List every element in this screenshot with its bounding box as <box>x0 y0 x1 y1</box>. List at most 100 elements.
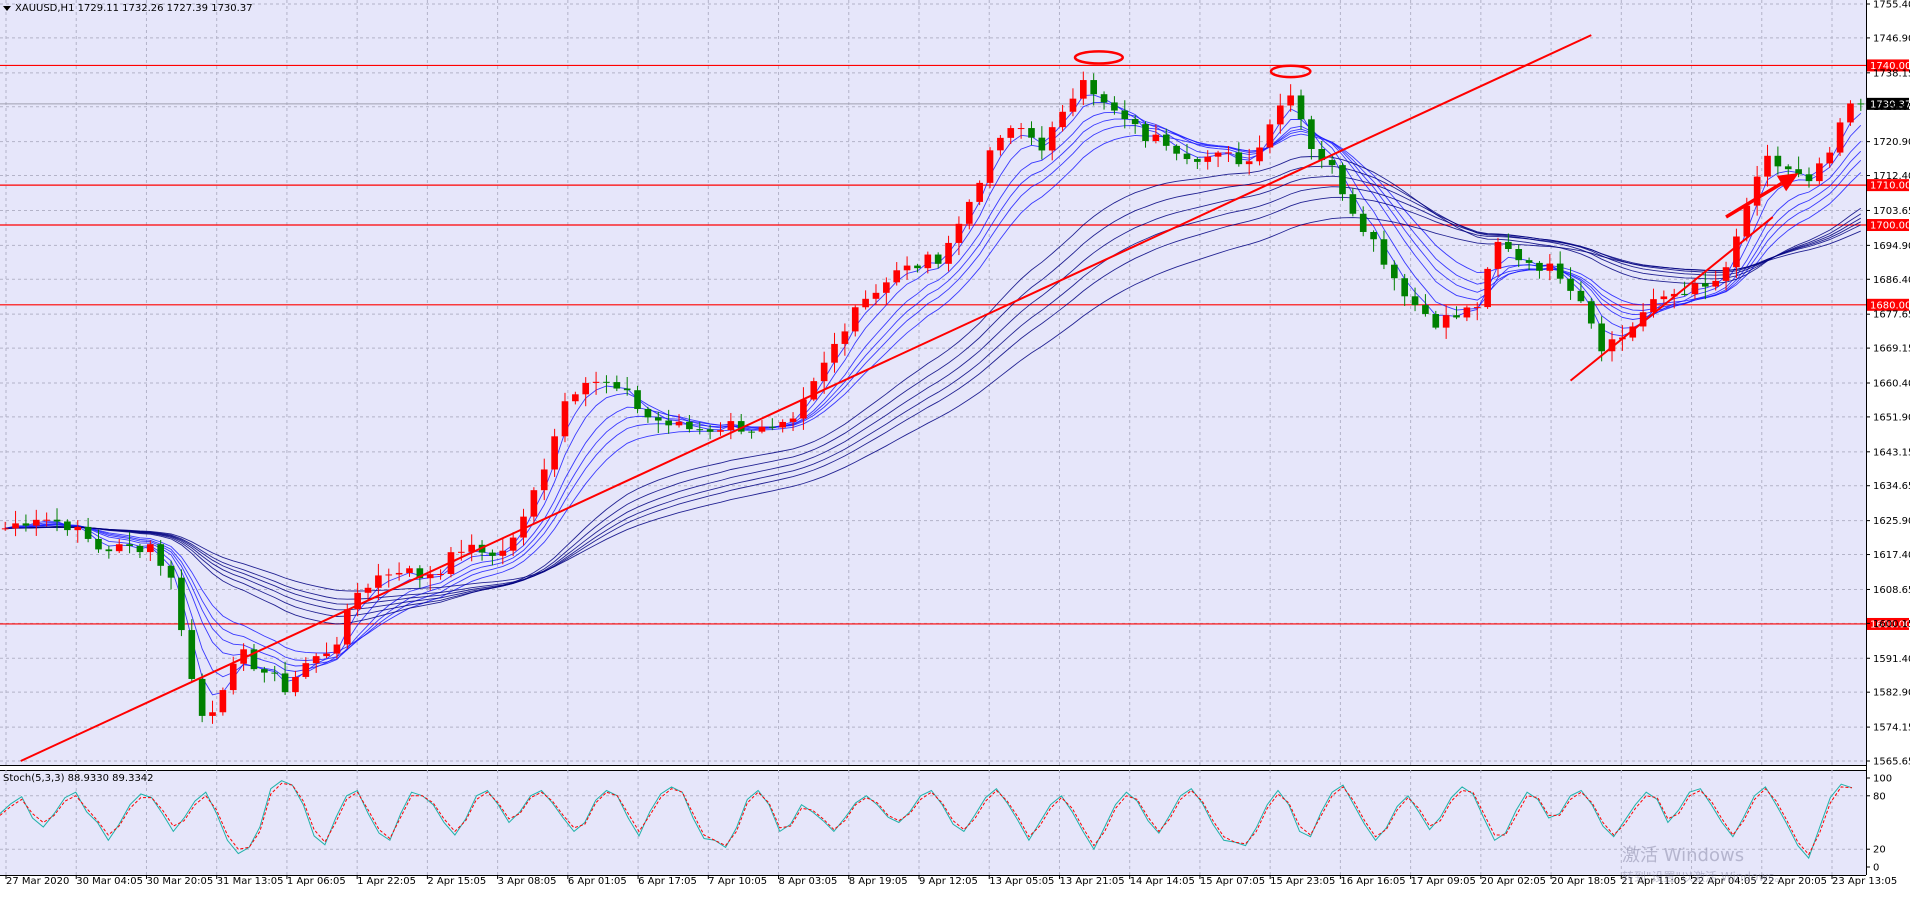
candle-body <box>1245 161 1253 165</box>
x-tick-label: 17 Apr 09:05 <box>1411 876 1476 887</box>
candle-body <box>841 331 849 344</box>
candle-body <box>820 362 828 382</box>
y-tick-label: 1591.40 <box>1873 654 1910 665</box>
candle-body <box>1287 95 1294 106</box>
candle-body <box>395 572 403 575</box>
candle-body <box>997 137 1004 151</box>
candle-body <box>1701 283 1709 287</box>
y-tick-label: 1669.15 <box>1873 344 1910 355</box>
candle-body <box>416 568 424 579</box>
candle-body <box>1836 122 1844 153</box>
top-marker-ellipse-1 <box>1073 50 1124 65</box>
x-tick-label: 23 Apr 13:05 <box>1832 876 1897 887</box>
candle-body <box>1 528 9 530</box>
candle-body <box>1753 176 1761 206</box>
candle-body <box>126 544 133 546</box>
candle-body <box>903 265 911 271</box>
candle-body <box>1235 152 1243 165</box>
y-tick-label: 1643.15 <box>1873 447 1910 458</box>
candle-body <box>686 421 693 430</box>
candle-body <box>696 429 704 431</box>
candle-body <box>281 673 289 693</box>
candle-body <box>375 575 382 588</box>
candle-body <box>1567 278 1574 291</box>
y-tick-label: 1600.15 <box>1873 619 1910 630</box>
x-tick-label: 30 Mar 20:05 <box>146 876 213 887</box>
candle-body <box>1007 128 1015 138</box>
candle-body <box>654 417 662 421</box>
x-tick-label: 22 Apr 04:05 <box>1692 876 1757 887</box>
candle-body <box>831 343 838 363</box>
candle-body <box>1473 307 1481 309</box>
candle-body <box>1598 323 1605 352</box>
candle-body <box>509 537 517 551</box>
candle-body <box>572 394 579 402</box>
candle-body <box>613 382 621 389</box>
candle-body <box>717 430 724 432</box>
candle-body <box>1453 315 1460 318</box>
stoch-y-tick-label: 20 <box>1873 845 1886 856</box>
candle-body <box>437 573 444 575</box>
candle-body <box>1038 137 1046 151</box>
level-label-1600.00: 1600.00 <box>1870 619 1910 630</box>
candle-body <box>561 401 569 437</box>
panel-separator <box>0 765 1910 770</box>
x-tick-label: 15 Apr 23:05 <box>1270 876 1335 887</box>
candle-body <box>748 431 755 433</box>
stoch-main-line <box>0 780 1853 860</box>
candle-body <box>240 649 247 664</box>
y-tick-label: 1651.90 <box>1873 412 1910 423</box>
candle-body <box>1639 312 1647 327</box>
x-tick-label: 6 Apr 01:05 <box>568 876 627 887</box>
candle-body <box>779 421 787 428</box>
candle-body <box>1266 124 1274 148</box>
stoch-panel-background <box>0 770 1866 875</box>
y-tick-label: 1634.65 <box>1873 481 1910 492</box>
candle-body <box>1339 165 1346 195</box>
candle-body <box>1256 147 1263 162</box>
candle-body <box>1328 160 1336 166</box>
candle-body <box>1048 127 1056 151</box>
candle-body <box>1629 326 1637 338</box>
stoch-signal-line <box>0 782 1853 856</box>
candle-body <box>53 519 61 522</box>
candle-body <box>675 421 683 426</box>
candle-body <box>1505 241 1512 250</box>
top-marker-ellipse-2 <box>1269 64 1312 79</box>
x-tick-label: 8 Apr 19:05 <box>849 876 908 887</box>
level-label-bg <box>1867 59 1909 72</box>
collapse-triangle-icon[interactable] <box>3 6 11 11</box>
candle-body <box>12 523 19 529</box>
candle-body <box>1784 166 1792 170</box>
candle-body <box>1359 213 1367 232</box>
candle-body <box>292 676 299 693</box>
candle-body <box>32 519 40 526</box>
candle-body <box>1515 249 1523 261</box>
trend-line-2 <box>1569 216 1774 382</box>
candle-body <box>1017 128 1025 130</box>
y-tick-label: 1565.65 <box>1873 757 1910 768</box>
candle-body <box>965 201 973 224</box>
x-tick-label: 16 Apr 16:05 <box>1340 876 1405 887</box>
candle-body <box>1308 119 1315 149</box>
candle-body <box>343 609 351 645</box>
candle-body <box>457 551 465 553</box>
candle-body <box>1121 110 1129 120</box>
trend-line-1 <box>20 34 1592 762</box>
candle-body <box>167 565 175 578</box>
y-tick-label: 1677.65 <box>1873 310 1910 321</box>
candle-body <box>1442 315 1450 328</box>
candle-body <box>1857 103 1865 105</box>
y-tick-label: 1608.65 <box>1873 585 1910 596</box>
y-tick-label: 1703.65 <box>1873 206 1910 217</box>
level-label-1680.00: 1680.00 <box>1870 300 1910 311</box>
candle-body <box>385 574 393 576</box>
candle-body <box>1670 293 1678 297</box>
candle-body <box>84 526 92 539</box>
candle-body <box>43 519 50 521</box>
x-tick-label: 6 Apr 17:05 <box>638 876 697 887</box>
candle-body <box>1536 262 1543 271</box>
candle-body <box>893 270 901 283</box>
